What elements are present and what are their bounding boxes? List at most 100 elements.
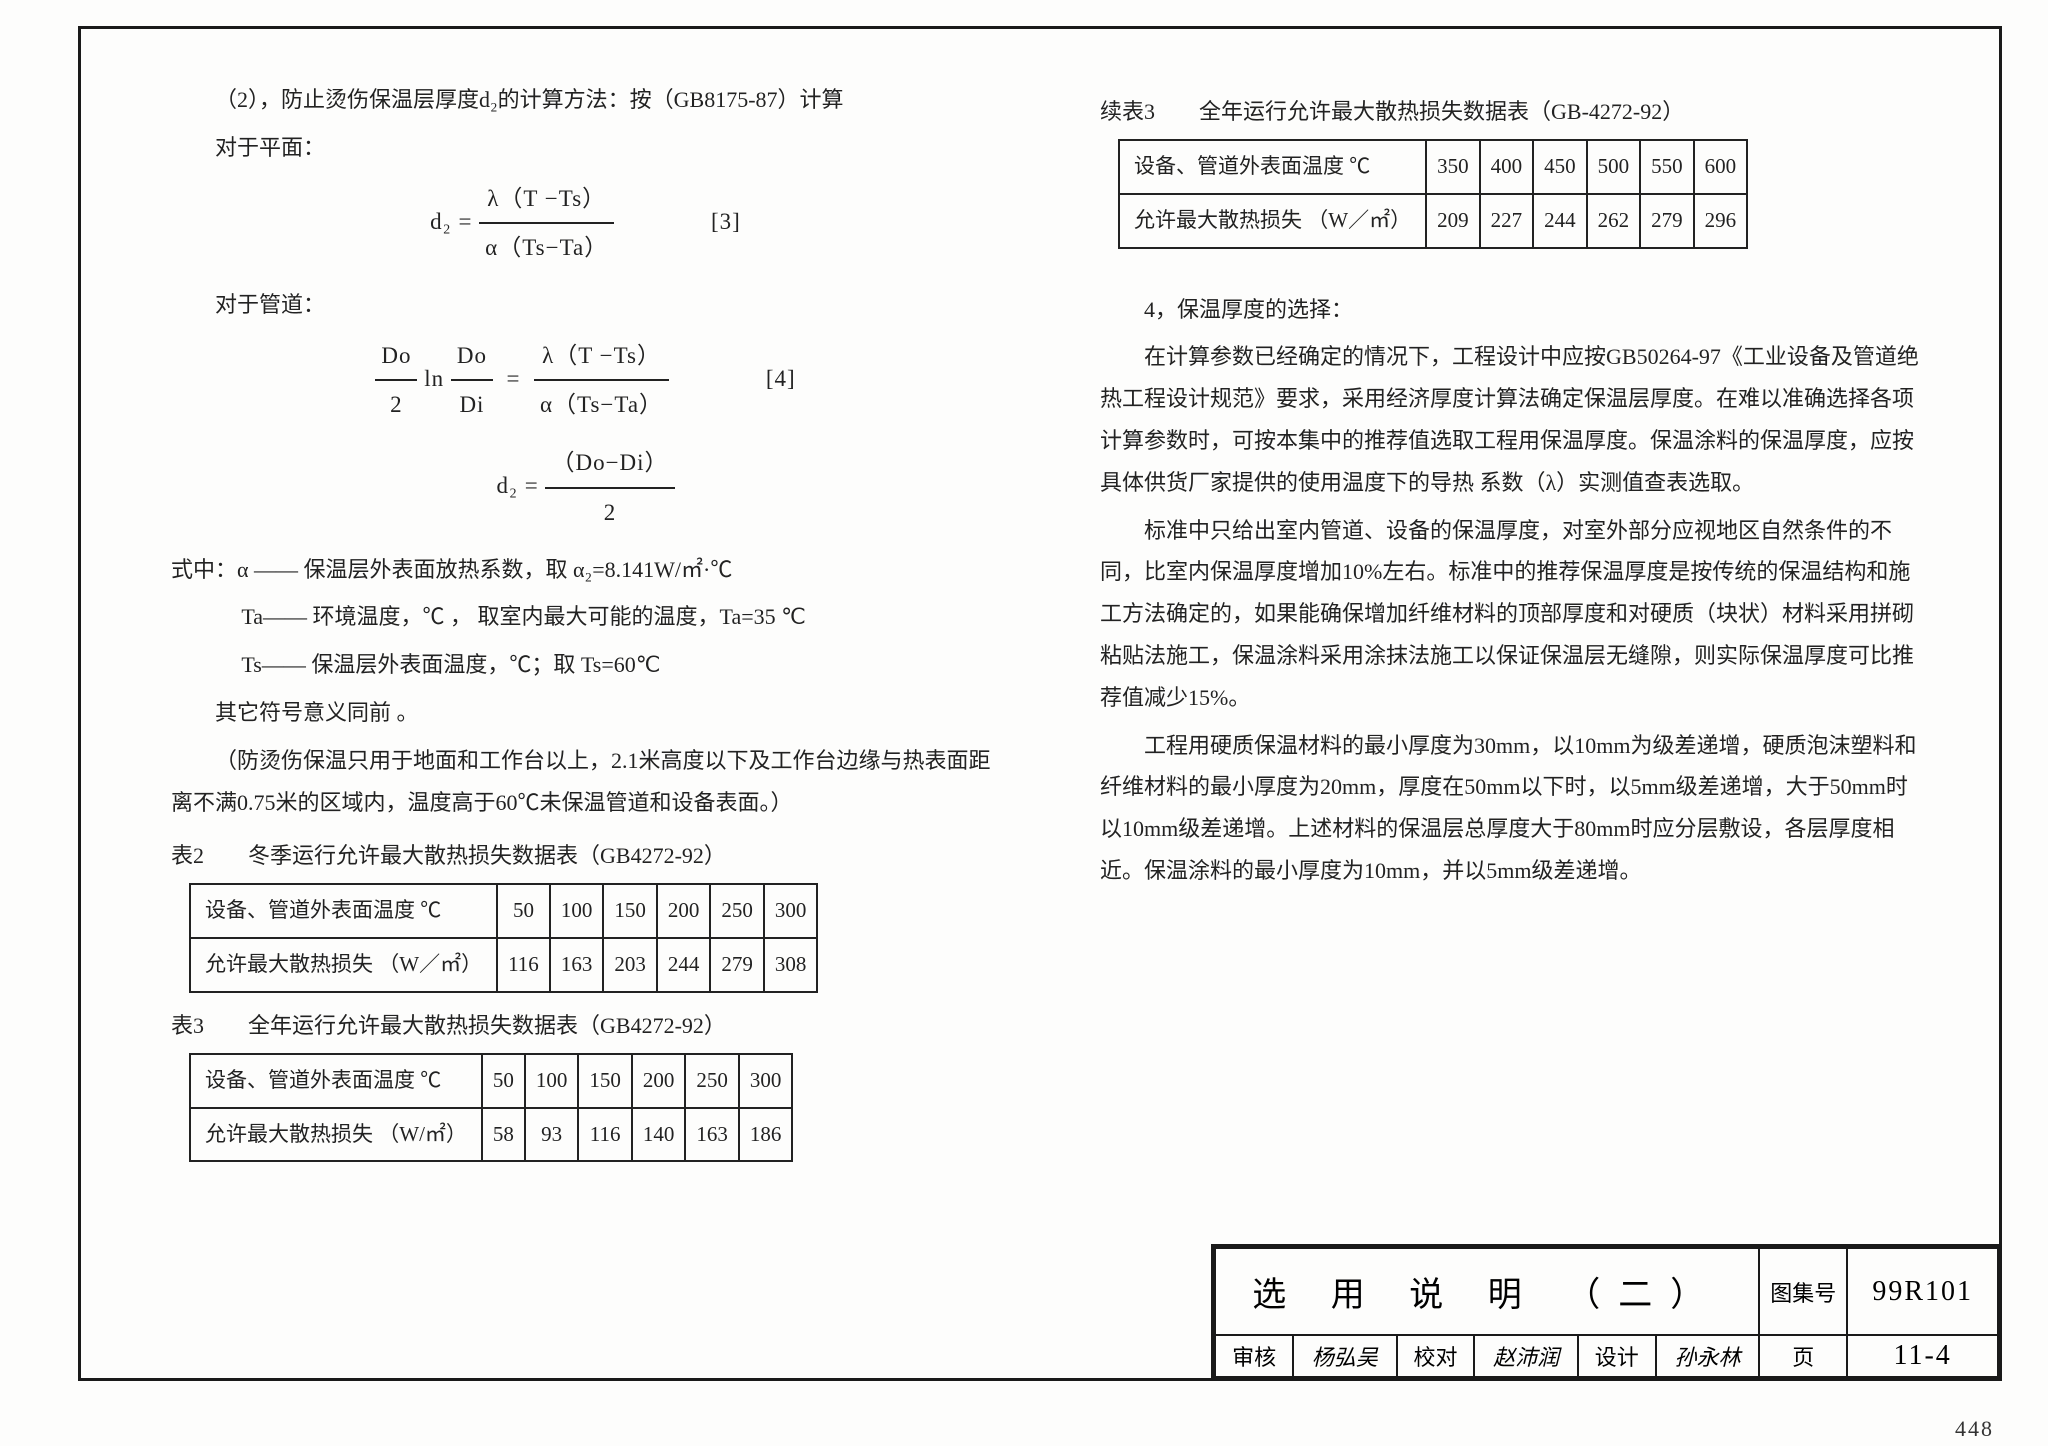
cell: 允许最大散热损失 （W／㎡） <box>1119 194 1426 248</box>
table3-continued: 设备、管道外表面温度 ℃ 350 400 450 500 550 600 允许最… <box>1118 139 1748 249</box>
cell: 500 <box>1587 140 1641 194</box>
cell: 308 <box>764 938 818 992</box>
cell: 244 <box>1533 194 1587 248</box>
drawing-code: 99R101 <box>1847 1248 1998 1335</box>
para: 对于平面： <box>171 127 1000 169</box>
code-label: 图集号 <box>1759 1248 1847 1335</box>
cell: 50 <box>482 1054 525 1108</box>
eq: = <box>507 366 521 391</box>
cell: 300 <box>764 884 818 938</box>
cell: 163 <box>685 1108 739 1162</box>
cell: 296 <box>1694 194 1748 248</box>
formula-4b: d₂ = （Do−Di）2 <box>171 441 1000 534</box>
cell: 150 <box>578 1054 632 1108</box>
cell: 279 <box>710 938 764 992</box>
para: 对于管道： <box>171 284 1000 326</box>
cell: 450 <box>1533 140 1587 194</box>
review-label: 审核 <box>1215 1335 1293 1377</box>
cell: 400 <box>1480 140 1534 194</box>
cell: 200 <box>632 1054 686 1108</box>
right-column: 续表3 全年运行允许最大散热损失数据表（GB-4272-92） 设备、管道外表面… <box>1100 79 1929 1348</box>
den: 2 <box>375 381 417 427</box>
cell: 227 <box>1480 194 1534 248</box>
cell: 设备、管道外表面温度 ℃ <box>190 1054 482 1108</box>
table-row: 允许最大散热损失 （W／㎡） 209 227 244 262 279 296 <box>1119 194 1747 248</box>
table-row: 设备、管道外表面温度 ℃ 50 100 150 200 250 300 <box>190 1054 792 1108</box>
design-name: 孙永林 <box>1656 1335 1760 1377</box>
para: （防烫伤保温只用于地面和工作台以上，2.1米高度以下及工作台边缘与热表面距离不满… <box>171 740 1000 824</box>
cell: 250 <box>710 884 764 938</box>
cell: 186 <box>739 1108 793 1162</box>
drawing-frame: （2），防止烫伤保温层厚度d₂的计算方法：按（GB8175-87）计算 对于平面… <box>78 26 2002 1381</box>
table3c-caption: 续表3 全年运行允许最大散热损失数据表（GB-4272-92） <box>1100 91 1929 133</box>
drawing-title: 选 用 说 明 （二） <box>1215 1248 1759 1335</box>
cell: 209 <box>1426 194 1480 248</box>
cell: 140 <box>632 1108 686 1162</box>
cell: 允许最大散热损失 （W／㎡） <box>190 938 497 992</box>
ln: ln <box>424 366 444 391</box>
den: α（Ts−Ta） <box>534 381 669 427</box>
num: λ（T −Ts） <box>479 177 614 225</box>
table-row: 允许最大散热损失 （W/㎡） 58 93 116 140 163 186 <box>190 1108 792 1162</box>
para: （2），防止烫伤保温层厚度d₂的计算方法：按（GB8175-87）计算 <box>171 79 1000 121</box>
table2: 设备、管道外表面温度 ℃ 50 100 150 200 250 300 允许最大… <box>189 883 818 993</box>
title-block: 选 用 说 明 （二） 图集号 99R101 审核 杨弘吴 校对 赵沛润 设计 … <box>1211 1244 2002 1381</box>
page-number: 448 <box>1955 1416 1994 1442</box>
cell: 350 <box>1426 140 1480 194</box>
cell: 163 <box>550 938 604 992</box>
table3: 设备、管道外表面温度 ℃ 50 100 150 200 250 300 允许最大… <box>189 1053 793 1163</box>
table3-caption: 表3 全年运行允许最大散热损失数据表（GB4272-92） <box>171 1005 1000 1047</box>
cell: 116 <box>497 938 550 992</box>
check-label: 校对 <box>1397 1335 1475 1377</box>
left-column: （2），防止烫伤保温层厚度d₂的计算方法：按（GB8175-87）计算 对于平面… <box>171 79 1000 1348</box>
den: Di <box>451 381 493 427</box>
cell: 设备、管道外表面温度 ℃ <box>1119 140 1426 194</box>
cell: 250 <box>685 1054 739 1108</box>
para: Ts—— 保温层外表面温度，℃；取 Ts=60℃ <box>171 644 1000 686</box>
cell: 93 <box>525 1108 579 1162</box>
num: （Do−Di） <box>545 441 674 489</box>
num: λ（T −Ts） <box>534 334 669 382</box>
cell: 116 <box>578 1108 632 1162</box>
para: 在计算参数已经确定的情况下，工程设计中应按GB50264-97《工业设备及管道绝… <box>1100 336 1929 503</box>
lhs: d₂ = <box>430 209 472 234</box>
para: 式中：α —— 保温层外表面放热系数，取 α₂=8.141W/㎡·℃ <box>171 549 1000 591</box>
cell: 设备、管道外表面温度 ℃ <box>190 884 497 938</box>
page-code: 11-4 <box>1847 1335 1998 1377</box>
lhs: d₂ = <box>496 473 538 498</box>
table-row: 设备、管道外表面温度 ℃ 50 100 150 200 250 300 <box>190 884 817 938</box>
cell: 600 <box>1694 140 1748 194</box>
cell: 300 <box>739 1054 793 1108</box>
cell: 100 <box>550 884 604 938</box>
cell: 279 <box>1640 194 1694 248</box>
check-name: 赵沛润 <box>1474 1335 1578 1377</box>
cell: 150 <box>603 884 657 938</box>
cell: 50 <box>497 884 550 938</box>
para: 4，保温厚度的选择： <box>1100 289 1929 331</box>
cell: 允许最大散热损失 （W/㎡） <box>190 1108 482 1162</box>
design-label: 设计 <box>1578 1335 1656 1377</box>
para: Ta—— 环境温度，℃ ， 取室内最大可能的温度，Ta=35 ℃ <box>171 596 1000 638</box>
den: α（Ts−Ta） <box>479 224 614 270</box>
cell: 58 <box>482 1108 525 1162</box>
num: Do <box>451 334 493 382</box>
cell: 262 <box>1587 194 1641 248</box>
review-name: 杨弘吴 <box>1293 1335 1397 1377</box>
cell: 244 <box>657 938 711 992</box>
table2-caption: 表2 冬季运行允许最大散热损失数据表（GB4272-92） <box>171 835 1000 877</box>
cell: 200 <box>657 884 711 938</box>
table-row: 设备、管道外表面温度 ℃ 350 400 450 500 550 600 <box>1119 140 1747 194</box>
formula-4a: Do2 ln DoDi = λ（T −Ts）α（Ts−Ta） [4] <box>171 334 1000 427</box>
num: Do <box>375 334 417 382</box>
para: 其它符号意义同前 。 <box>171 692 1000 734</box>
formula-3: d₂ = λ（T −Ts）α（Ts−Ta） [3] <box>171 177 1000 270</box>
cell: 203 <box>603 938 657 992</box>
table-row: 允许最大散热损失 （W／㎡） 116 163 203 244 279 308 <box>190 938 817 992</box>
page-label: 页 <box>1759 1335 1847 1377</box>
eq-tag: [4] <box>766 357 796 401</box>
cell: 550 <box>1640 140 1694 194</box>
para: 标准中只给出室内管道、设备的保温厚度，对室外部分应视地区自然条件的不同，比室内保… <box>1100 510 1929 719</box>
eq-tag: [3] <box>711 200 741 244</box>
den: 2 <box>545 489 674 535</box>
cell: 100 <box>525 1054 579 1108</box>
